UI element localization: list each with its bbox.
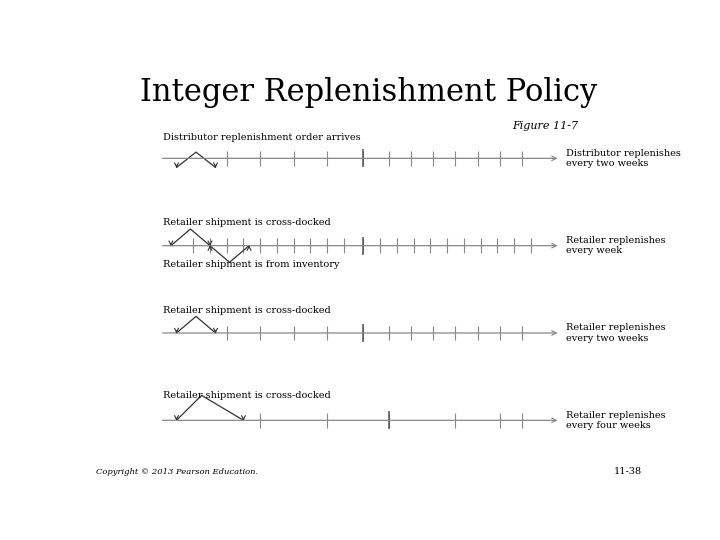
Text: Distributor replenishment order arrives: Distributor replenishment order arrives (163, 133, 360, 141)
Text: Figure 11-7: Figure 11-7 (512, 121, 578, 131)
Text: Retailer replenishes
every two weeks: Retailer replenishes every two weeks (566, 323, 665, 343)
Text: Retailer replenishes
every week: Retailer replenishes every week (566, 236, 665, 255)
Text: Retailer replenishes
every four weeks: Retailer replenishes every four weeks (566, 410, 665, 430)
Text: Copyright © 2013 Pearson Education.: Copyright © 2013 Pearson Education. (96, 468, 258, 476)
Text: Retailer shipment is from inventory: Retailer shipment is from inventory (163, 260, 339, 268)
Text: Retailer shipment is cross-docked: Retailer shipment is cross-docked (163, 218, 330, 227)
Text: Retailer shipment is cross-docked: Retailer shipment is cross-docked (163, 390, 330, 400)
Text: Integer Replenishment Policy: Integer Replenishment Policy (140, 77, 598, 109)
Text: Distributor replenishes
every two weeks: Distributor replenishes every two weeks (566, 148, 681, 168)
Text: 11-38: 11-38 (614, 467, 642, 476)
Text: Retailer shipment is cross-docked: Retailer shipment is cross-docked (163, 306, 330, 315)
